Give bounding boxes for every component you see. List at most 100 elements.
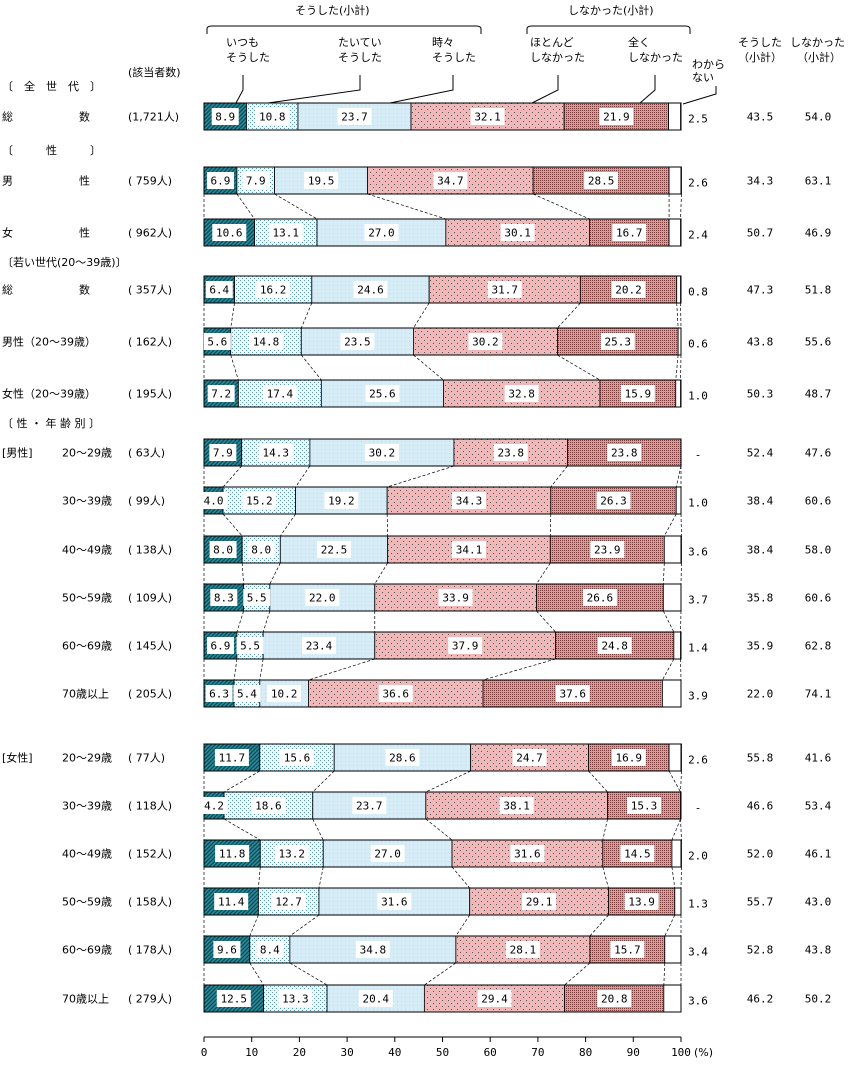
connector-line: [231, 355, 239, 380]
connector-line: [270, 563, 280, 584]
data-label: 11.7: [219, 752, 246, 765]
data-label: 15.9: [625, 388, 652, 401]
data-label: 5.5: [247, 592, 267, 605]
subtotal-sou: 50.3: [747, 388, 774, 401]
legend-header: そうした(小計)しなかった(小計)いつもそうしたたいていそうした時々そうしたほと…: [2, 3, 845, 430]
connector-line: [413, 355, 443, 380]
data-label: 26.3: [600, 495, 627, 508]
data-label: 8.0: [213, 544, 233, 557]
connector-line: [280, 514, 295, 536]
data-label: 37.9: [452, 640, 479, 653]
bar-segment-5: [672, 840, 682, 867]
subtotal-shinakatta: 53.4: [805, 800, 832, 813]
connector-line: [662, 659, 673, 680]
data-label: 15.6: [284, 752, 311, 765]
data-label: 34.3: [456, 495, 483, 508]
connector-line: [536, 611, 555, 632]
subtotal-shinakatta: 63.1: [805, 175, 832, 188]
x-tick-label: 20: [293, 1046, 306, 1059]
x-tick-label: 0: [201, 1046, 208, 1059]
dont-know-value: 3.6: [688, 546, 708, 559]
subtotal-shinakatta: 41.6: [805, 752, 832, 765]
subtotal-shinakatta: 51.8: [805, 284, 832, 297]
subtotal-shinakatta: 46.1: [805, 848, 832, 861]
data-label: 30.1: [504, 227, 531, 240]
legend-label: ほとんど: [530, 36, 574, 49]
data-label: 27.0: [368, 227, 395, 240]
legend-label: 全く: [628, 35, 650, 49]
row-group-label: [男性]: [2, 446, 33, 460]
data-label: 32.1: [474, 111, 501, 124]
row-label: 40～49歳: [62, 544, 112, 557]
bar-segment-5: [677, 276, 681, 303]
subtotal-header-shinakatta: （小計）: [797, 50, 841, 64]
row-label: 女性（20～39歳）: [2, 387, 96, 401]
data-label: 15.3: [631, 800, 658, 813]
subtotal-shinakatta: 58.0: [805, 544, 832, 557]
data-label: 11.8: [219, 848, 246, 861]
connector-line: [413, 303, 429, 328]
subtotal-sou: 55.8: [747, 752, 774, 765]
data-label: 4.0: [204, 495, 224, 508]
data-label: 6.4: [209, 284, 229, 297]
row-label: 30～39歳: [62, 495, 112, 508]
data-label: 14.3: [263, 447, 290, 460]
connector-line: [290, 915, 319, 936]
row-count: ( 158人): [128, 896, 172, 909]
bar-segment-5: [676, 380, 681, 407]
connector-line: [426, 771, 471, 792]
connector-line: [557, 303, 580, 328]
row-label: 40～49歳: [62, 848, 112, 861]
connector-line: [664, 963, 665, 985]
subtotal-sou: 46.2: [747, 993, 774, 1006]
subtotal-shinakatta: 48.7: [805, 388, 832, 401]
subtotal-sou: 52.0: [747, 848, 774, 861]
legend-label: ない: [692, 71, 714, 84]
data-label: 34.8: [360, 944, 387, 957]
connector-line: [565, 963, 590, 985]
data-label: 30.2: [472, 336, 499, 349]
row-count: ( 279人): [128, 993, 172, 1006]
data-label: 16.2: [260, 284, 287, 297]
data-label: 14.5: [624, 848, 651, 861]
row-count: ( 195人): [128, 388, 172, 401]
subtotal-shinakatta: 60.6: [805, 592, 832, 605]
legend-label: そうした: [226, 51, 270, 64]
connector-line: [672, 867, 675, 888]
subtotal-shinakatta: 46.9: [805, 227, 832, 240]
leader-line: [268, 75, 360, 103]
data-label: 15.2: [246, 495, 273, 508]
data-label: 5.6: [207, 336, 227, 349]
bar-segment-5: [674, 632, 681, 659]
row-count: ( 109人): [128, 592, 172, 605]
dont-know-value: 3.6: [688, 995, 708, 1008]
bar-segment-5: [669, 167, 681, 194]
subtotal-shinakatta: 55.6: [805, 336, 832, 349]
data-label: 34.7: [437, 175, 464, 188]
data-label: 23.7: [341, 111, 368, 124]
connector-line: [387, 466, 454, 487]
subtotal-sou: 35.8: [747, 592, 774, 605]
data-label: 7.2: [211, 388, 231, 401]
x-unit-label: (%): [694, 1046, 713, 1059]
connector-line: [368, 194, 446, 219]
connector-line: [533, 194, 589, 219]
row-label: 総 数: [2, 283, 90, 297]
row-label: 60～69歳: [62, 944, 112, 957]
dont-know-value: -: [695, 449, 702, 462]
row-count: ( 138人): [128, 544, 172, 557]
subtotal-shinakatta: 74.1: [805, 688, 832, 701]
connector-line: [452, 867, 470, 888]
row-label: 60～69歳: [62, 640, 112, 653]
legend-label: たいてい: [338, 36, 382, 49]
data-label: 23.5: [344, 336, 371, 349]
row-count: ( 118人): [128, 800, 172, 813]
leader-line: [390, 75, 453, 103]
row-count: ( 205人): [128, 688, 172, 701]
subtotal-sou: 43.8: [747, 336, 774, 349]
